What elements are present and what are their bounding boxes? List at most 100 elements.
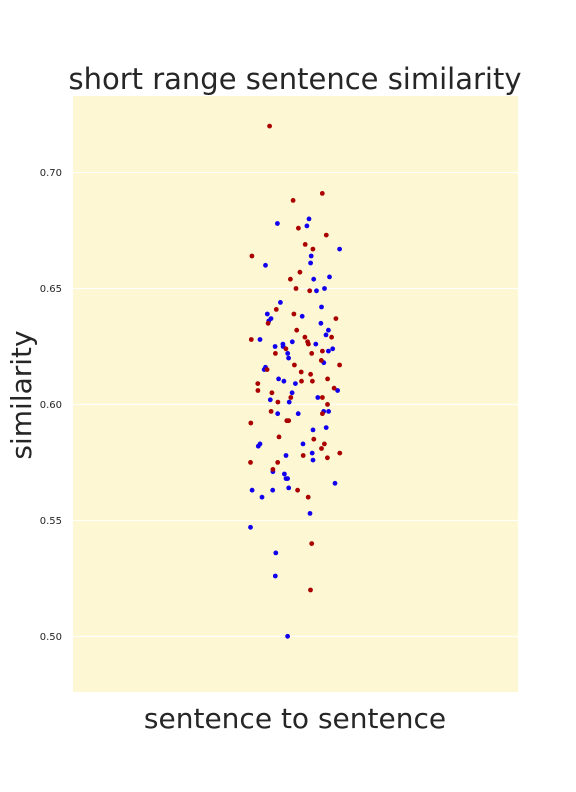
data-point xyxy=(315,395,321,400)
data-point xyxy=(249,487,255,493)
y-axis-label: similarity xyxy=(5,330,38,459)
data-point xyxy=(292,362,297,368)
data-point xyxy=(311,436,317,442)
data-point xyxy=(272,344,278,349)
data-point xyxy=(300,441,306,447)
data-point xyxy=(295,487,300,493)
data-point xyxy=(313,341,319,347)
data-point xyxy=(248,460,253,465)
data-point xyxy=(337,450,343,456)
data-point xyxy=(306,216,312,222)
data-point xyxy=(248,337,254,342)
data-point xyxy=(268,409,274,414)
data-point xyxy=(275,460,281,465)
data-point xyxy=(331,385,337,391)
data-point xyxy=(263,262,268,268)
data-point xyxy=(275,221,280,226)
data-point xyxy=(282,471,287,477)
data-point xyxy=(325,376,330,382)
data-point xyxy=(323,425,329,430)
data-point xyxy=(285,633,290,639)
data-point xyxy=(323,232,329,238)
y-ticks: 0.50 0.55 0.60 0.65 0.70 xyxy=(40,168,62,643)
y-tick-label: 0.70 xyxy=(40,168,62,179)
data-point xyxy=(275,411,281,417)
data-point xyxy=(291,311,297,317)
data-point xyxy=(314,288,319,294)
data-point xyxy=(298,369,304,375)
data-point xyxy=(302,334,308,340)
data-point xyxy=(305,494,311,500)
data-point xyxy=(309,450,315,456)
data-point xyxy=(299,313,305,319)
data-point xyxy=(264,367,270,372)
y-tick-label: 0.60 xyxy=(40,400,62,411)
data-point xyxy=(283,453,289,458)
data-point xyxy=(273,307,279,312)
data-point xyxy=(278,300,283,305)
data-point xyxy=(299,378,304,384)
data-point xyxy=(286,355,291,361)
data-point xyxy=(272,573,278,579)
data-point xyxy=(286,399,292,405)
data-point xyxy=(249,253,255,259)
data-point xyxy=(267,397,273,403)
data-point xyxy=(310,457,316,463)
data-point xyxy=(288,276,293,282)
data-point xyxy=(309,351,315,356)
data-point xyxy=(329,334,334,340)
data-point xyxy=(255,388,261,393)
data-point xyxy=(320,395,325,400)
data-point xyxy=(295,411,301,417)
data-point xyxy=(293,286,299,291)
data-point xyxy=(326,409,331,414)
data-point xyxy=(308,587,313,593)
data-point xyxy=(318,358,324,363)
data-point xyxy=(335,388,340,393)
data-point xyxy=(310,246,316,252)
data-point xyxy=(289,390,295,396)
data-point xyxy=(273,351,278,356)
data-point xyxy=(325,402,330,407)
plot-background xyxy=(73,96,518,692)
data-point xyxy=(293,381,298,386)
data-point xyxy=(319,304,324,310)
data-point xyxy=(307,288,313,294)
data-point xyxy=(248,524,253,530)
data-point xyxy=(248,420,254,426)
data-point xyxy=(310,427,316,433)
data-point xyxy=(302,242,308,247)
data-point xyxy=(323,332,329,338)
data-point xyxy=(259,494,265,500)
data-point xyxy=(267,123,272,129)
data-point xyxy=(325,455,330,461)
data-point xyxy=(318,320,324,326)
data-point xyxy=(294,327,300,333)
data-point xyxy=(265,320,271,326)
data-point xyxy=(285,476,290,481)
data-point xyxy=(276,434,282,440)
data-point xyxy=(309,541,315,546)
data-point xyxy=(337,362,342,368)
y-tick-label: 0.65 xyxy=(40,284,62,295)
data-point xyxy=(311,276,317,282)
y-tick-label: 0.50 xyxy=(40,632,62,643)
x-axis-label: sentence to sentence xyxy=(144,702,446,735)
data-point xyxy=(319,446,324,451)
data-point xyxy=(300,453,306,458)
grid xyxy=(73,172,518,637)
data-point xyxy=(286,485,292,491)
data-point xyxy=(308,253,314,259)
data-point xyxy=(270,467,276,472)
data-point xyxy=(255,381,261,386)
data-point xyxy=(322,441,327,447)
data-point xyxy=(255,443,261,449)
data-point xyxy=(257,337,263,342)
data-point xyxy=(306,341,311,347)
data-point xyxy=(297,269,303,275)
data-point xyxy=(326,348,331,354)
data-point xyxy=(296,225,301,231)
data-point xyxy=(273,550,279,556)
data-point xyxy=(308,260,313,266)
data-point xyxy=(333,316,339,321)
